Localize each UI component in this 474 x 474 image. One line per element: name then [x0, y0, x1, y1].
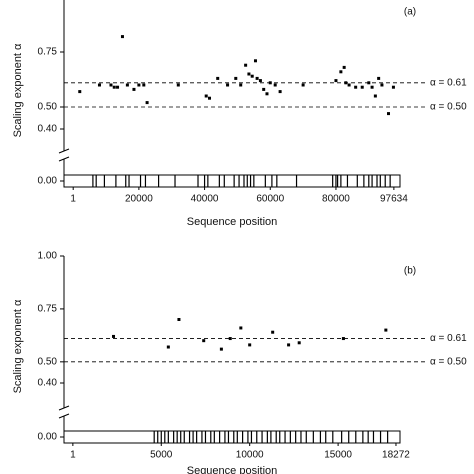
data-point [339, 70, 343, 74]
data-point [344, 81, 348, 85]
x-axis-label: Sequence position [187, 465, 278, 474]
data-point [380, 83, 384, 87]
data-point [219, 347, 223, 351]
y-tick-label: 0.40 [38, 378, 58, 389]
data-point [234, 76, 238, 80]
data-point [109, 83, 113, 87]
x-tick-label: 15000 [324, 450, 352, 461]
x-tick-label: 1 [70, 194, 76, 205]
x-tick-label: 80000 [322, 194, 350, 205]
data-point [216, 76, 220, 80]
data-point [354, 85, 358, 89]
data-point [370, 85, 374, 89]
reference-label: α = 0.50 [430, 356, 467, 367]
x-axis-label: Sequence position [187, 216, 278, 228]
data-point [377, 76, 381, 80]
y-tick-label: 0.00 [38, 176, 58, 187]
data-point [250, 74, 254, 78]
data-point [239, 83, 243, 87]
x-tick-label: 60000 [256, 194, 284, 205]
y-tick-label: 0.50 [38, 356, 58, 367]
data-point [97, 83, 101, 87]
data-point [125, 83, 129, 87]
y-tick-label: 0.40 [38, 124, 58, 135]
y-tick-label: 0.75 [38, 304, 58, 315]
y-axis-label: Scaling exponent α [12, 299, 24, 393]
reference-label: α = 0.61 [430, 333, 467, 344]
data-point [347, 83, 351, 87]
reference-label: α = 0.61 [430, 77, 467, 88]
data-point [137, 83, 141, 87]
data-point [271, 330, 275, 334]
sequence-strip [63, 174, 401, 188]
data-point [301, 83, 305, 87]
data-point [176, 83, 180, 87]
reference-label: α = 0.50 [430, 102, 467, 113]
data-point [262, 87, 266, 91]
data-point [273, 83, 277, 87]
sequence-strip [63, 430, 401, 444]
data-point [391, 85, 395, 89]
data-point [226, 83, 230, 87]
axis-break [58, 156, 70, 162]
x-tick-label: 40000 [191, 194, 219, 205]
data-point [373, 94, 377, 98]
data-point [248, 343, 252, 347]
axis-break [58, 405, 70, 411]
data-point [166, 345, 170, 349]
data-point [360, 85, 364, 89]
data-point [297, 341, 301, 345]
data-point [132, 87, 136, 91]
data-point [208, 96, 212, 100]
data-point [278, 90, 282, 94]
panel-label: (a) [404, 7, 416, 18]
axis-break [58, 148, 70, 154]
data-point [142, 83, 146, 87]
data-point [387, 112, 391, 116]
data-point [265, 92, 269, 96]
y-tick-label: 1.00 [38, 251, 58, 262]
data-point [268, 81, 272, 85]
axis-break [58, 413, 70, 419]
y-tick-label: 0.75 [38, 47, 58, 58]
data-point [341, 337, 345, 341]
panel-label: (b) [404, 266, 416, 277]
data-point [78, 90, 82, 94]
x-tick-label: 1 [70, 450, 76, 461]
data-point [253, 59, 257, 63]
y-axis-label: Scaling exponent α [12, 43, 24, 137]
data-point [255, 76, 259, 80]
data-point [244, 63, 248, 67]
y-tick-label: 0.50 [38, 102, 58, 113]
data-point [247, 72, 251, 76]
data-point [384, 328, 388, 332]
data-point [334, 79, 338, 83]
data-point [145, 101, 149, 105]
data-point [202, 339, 206, 343]
data-point [239, 326, 243, 330]
data-point [177, 318, 181, 321]
x-tick-label: 97634 [380, 194, 408, 205]
data-point [287, 343, 291, 347]
data-point [228, 337, 232, 341]
x-tick-label: 20000 [125, 194, 153, 205]
data-point [116, 85, 120, 89]
data-point [342, 65, 346, 69]
x-tick-label: 18272 [382, 450, 410, 461]
y-tick-label: 0.00 [38, 432, 58, 443]
x-tick-label: 10000 [236, 450, 264, 461]
data-point [112, 334, 116, 338]
data-point [112, 85, 116, 89]
data-point [258, 79, 262, 83]
y-tick-label: 1.00 [38, 0, 58, 3]
x-tick-label: 5000 [150, 450, 173, 461]
data-point [120, 35, 124, 39]
data-point [204, 94, 208, 98]
data-point [367, 81, 371, 85]
